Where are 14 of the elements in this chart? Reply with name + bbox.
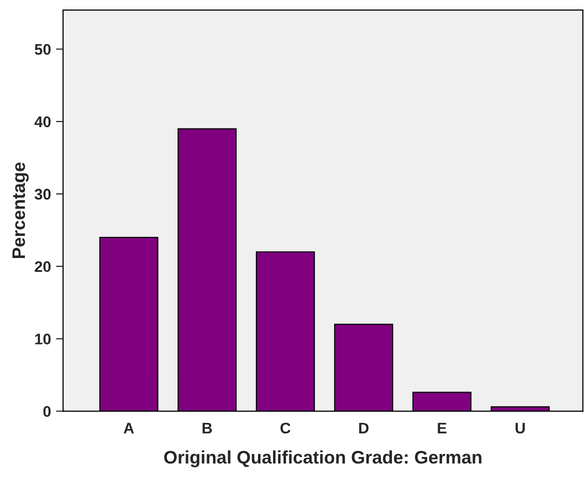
- y-tick-label: 0: [43, 406, 51, 417]
- x-tick-label: C: [280, 422, 290, 434]
- x-axis-title: Original Qualification Grade: German: [164, 450, 482, 468]
- x-tick-label: A: [124, 422, 134, 434]
- y-tick-label: 20: [34, 261, 51, 272]
- x-tick-label: U: [516, 422, 525, 434]
- x-tick-label: B: [202, 422, 212, 434]
- x-tick-label: E: [438, 422, 446, 434]
- y-tick-label: 40: [34, 116, 51, 128]
- x-tick-label: D: [359, 422, 369, 434]
- y-tick-label: 30: [34, 188, 51, 200]
- y-axis-title: Percentage: [12, 162, 29, 258]
- y-tick-label: 10: [35, 334, 51, 344]
- y-tick-label: 50: [34, 44, 51, 55]
